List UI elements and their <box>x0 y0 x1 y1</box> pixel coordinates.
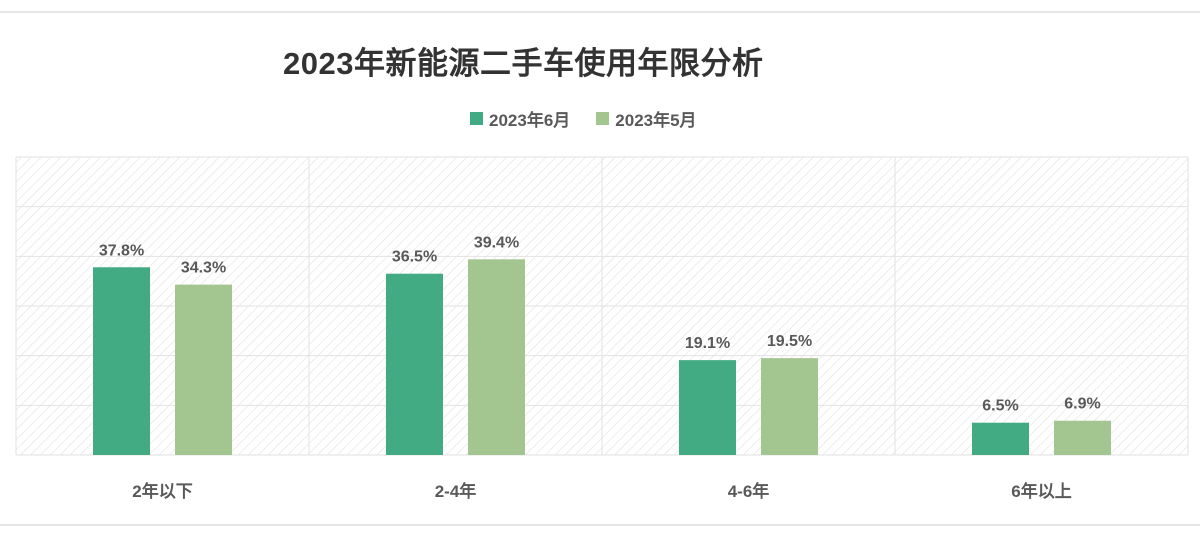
data-label-series-1-cat-3: 19.1% <box>685 335 730 352</box>
top-border <box>0 11 1200 13</box>
legend: 2023年6月 2023年5月 <box>470 106 697 130</box>
legend-item-series-2[interactable]: 2023年5月 <box>596 106 697 131</box>
bars <box>93 259 1111 455</box>
bar-series-2-cat-2 <box>468 259 525 455</box>
data-label-series-1-cat-4: 6.5% <box>982 398 1018 415</box>
bar-series-2-cat-1 <box>175 284 232 455</box>
legend-swatch-series-1 <box>470 111 483 125</box>
category-label-3: 4-6年 <box>728 481 770 501</box>
data-label-series-2-cat-1: 34.3% <box>181 260 226 277</box>
category-label-2: 2-4年 <box>435 481 477 501</box>
chart-title: 2023年新能源二手车使用年限分析 <box>283 46 764 81</box>
bottom-border <box>0 524 1200 526</box>
bar-series-2-cat-4 <box>1054 420 1111 455</box>
value-labels: 37.8% 34.3% 36.5% 39.4% 19.1% 19.5% 6.5% 6.9% <box>99 234 1101 414</box>
bar-series-1-cat-3 <box>679 360 736 455</box>
category-label-1: 2年以下 <box>132 481 192 501</box>
category-label-4: 6年以上 <box>1011 481 1071 501</box>
data-label-series-2-cat-4: 6.9% <box>1064 396 1100 413</box>
bar-series-1-cat-2 <box>386 273 443 455</box>
data-label-series-1-cat-2: 36.5% <box>392 249 437 266</box>
legend-item-series-1[interactable]: 2023年6月 <box>470 106 570 131</box>
legend-label-series-2: 2023年5月 <box>615 110 697 130</box>
bar-series-1-cat-4 <box>972 422 1029 455</box>
bar-series-1-cat-1 <box>93 267 150 455</box>
data-label-series-2-cat-2: 39.4% <box>474 234 519 251</box>
bar-series-2-cat-3 <box>761 358 818 455</box>
legend-label-series-1: 2023年6月 <box>489 110 571 130</box>
category-labels: 2年以下 2-4年 4-6年 6年以上 <box>132 481 1071 501</box>
data-label-series-2-cat-3: 19.5% <box>767 333 812 350</box>
legend-swatch-series-2 <box>596 111 610 125</box>
data-label-series-1-cat-1: 37.8% <box>99 242 144 259</box>
